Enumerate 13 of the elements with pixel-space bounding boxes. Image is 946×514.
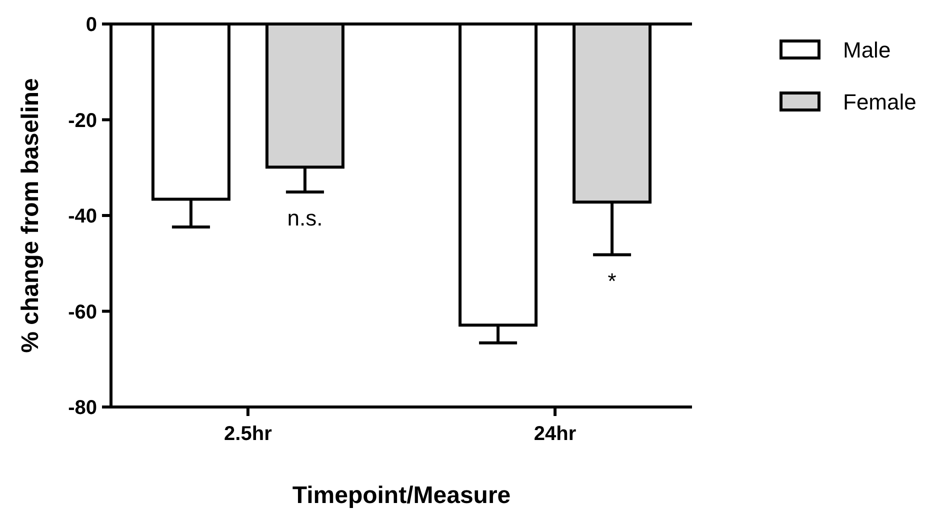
legend-label: Female bbox=[843, 90, 916, 115]
y-axis-title: % change from baseline bbox=[17, 78, 44, 353]
y-tick-label: -80 bbox=[68, 397, 97, 419]
x-axis-title: Timepoint/Measure bbox=[292, 482, 511, 509]
x-tick-label: 24hr bbox=[534, 423, 576, 445]
legend-label: Male bbox=[843, 38, 891, 63]
y-tick-label: -40 bbox=[68, 206, 97, 228]
x-tick-label: 2.5hr bbox=[224, 423, 272, 445]
annotation: * bbox=[608, 268, 617, 294]
y-tick-label: -60 bbox=[68, 301, 97, 324]
annotation: n.s. bbox=[287, 206, 323, 231]
y-tick-label: 0 bbox=[86, 14, 97, 36]
y-tick-label: -20 bbox=[68, 110, 97, 132]
